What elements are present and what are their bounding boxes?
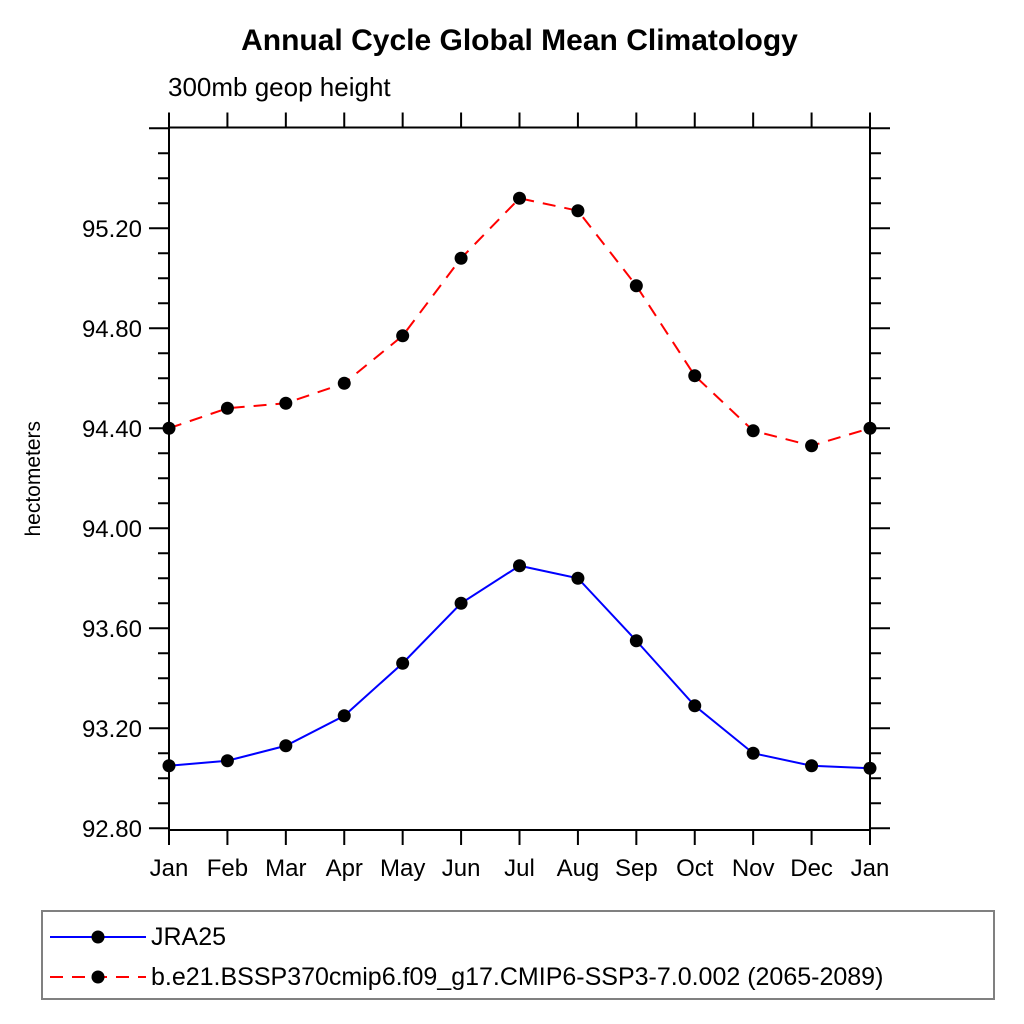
y-tick-label: 92.80 [82,816,142,843]
x-tick-label: Jan [851,855,890,882]
legend-label-jra25: JRA25 [151,922,227,951]
data-point-marker [162,421,176,435]
data-point-marker [220,754,234,768]
series-ssp370 [162,191,877,453]
x-tick-label: Nov [732,855,775,882]
x-tick-label: Feb [207,855,248,882]
x-tick-label: Jun [442,855,481,882]
x-tick-label: Dec [790,855,833,882]
y-tick-label: 93.20 [82,716,142,743]
x-tick-label: Jan [150,855,189,882]
y-axis-labels: 92.80 93.20 93.60 94.00 94.40 94.80 95.20 [82,216,142,843]
x-axis-labels: Jan Feb Mar Apr May Jun Jul Aug Sep Oct Nov Dec Jan [150,855,890,882]
chart-subtitle: 300mb geop height [168,72,391,102]
data-point-marker [688,369,702,383]
data-point-marker [513,191,526,205]
data-point-marker [162,759,176,773]
x-tick-label: Oct [676,855,714,882]
y-tick-label: 93.60 [82,616,142,643]
y-tick-label: 94.00 [82,516,142,543]
series-line [168,197,871,447]
data-point-marker [571,571,585,585]
legend-item-jra25: JRA25 [49,923,226,951]
y-axis-title: hectometers [22,421,45,537]
data-point-marker [805,439,819,453]
data-point-marker [863,421,877,435]
legend-label-ssp370: b.e21.BSSP370cmip6.f09_g17.CMIP6-SSP3-7.… [151,962,884,991]
x-tick-label: Apr [326,855,363,882]
y-tick-label: 94.80 [82,316,142,343]
data-point-marker [454,251,468,265]
x-tick-label: Mar [265,855,306,882]
data-point-marker [688,699,702,713]
data-point-marker [746,746,760,760]
data-point-marker [805,759,819,773]
y-axis-title: hectometers [22,421,45,537]
data-point-marker [629,634,643,648]
data-point-marker [220,401,234,415]
x-tick-label: Aug [557,855,600,882]
legend-item-ssp370: b.e21.BSSP370cmip6.f09_g17.CMIP6-SSP3-7.… [49,963,883,991]
x-tick-label: Jul [504,855,535,882]
legend-box: JRA25 b.e21.BSSP370cmip6.f09_g17.CMIP6-S… [41,910,995,1000]
data-point-marker [571,204,585,218]
data-point-marker [396,656,410,670]
y-tick-label: 94.40 [82,416,142,443]
y-tick-label: 95.20 [82,216,142,243]
chart-title: Annual Cycle Global Mean Climatology [241,24,798,57]
data-point-marker [337,709,351,723]
data-point-marker [454,596,468,610]
series-jra25 [162,559,877,775]
data-point-marker [279,396,293,410]
series-line [168,564,871,770]
data-point-marker [863,761,877,775]
data-point-marker [337,376,351,390]
x-axis-ticks [168,112,871,845]
plot-frame [168,126,871,831]
x-tick-label: May [380,855,425,882]
data-point-marker [746,424,760,438]
x-tick-label: Sep [615,855,658,882]
data-point-marker [396,329,410,343]
data-point-marker [279,739,293,753]
legend-sample-solid-line [50,930,146,944]
data-point-marker [513,559,526,573]
legend-sample-dashed-line [50,970,146,984]
data-point-marker [629,279,643,293]
y-axis-ticks [149,127,890,830]
